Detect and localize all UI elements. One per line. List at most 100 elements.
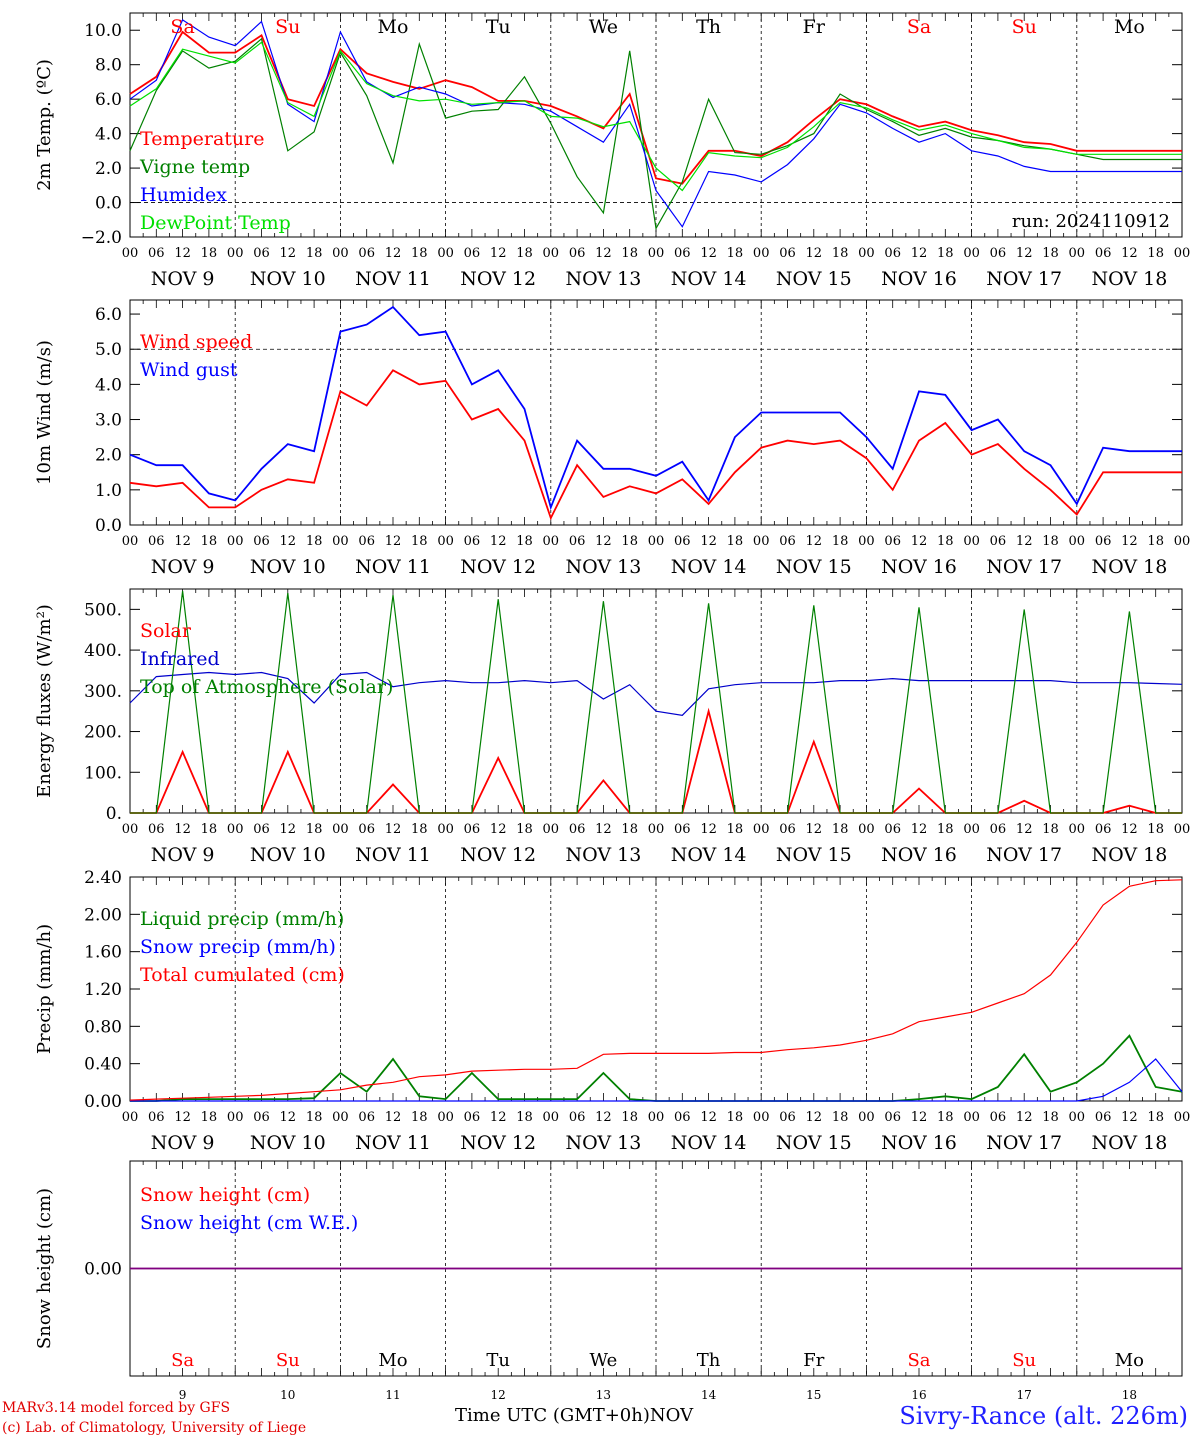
hour-tick-label: 12: [806, 1110, 823, 1125]
hour-tick-label: 12: [595, 534, 612, 549]
hour-tick-label: 00: [437, 534, 454, 549]
hour-tick-label: 12: [1016, 1110, 1033, 1125]
hour-tick-label: 00: [437, 1110, 454, 1125]
hour-tick-label: 18: [411, 822, 428, 837]
series-line: [130, 707, 1182, 814]
hour-tick-label: 12: [595, 1110, 612, 1125]
y-tick-label: 0.00: [84, 1092, 122, 1112]
hour-tick-label: 12: [385, 246, 402, 261]
hour-tick-label: 06: [990, 1110, 1007, 1125]
hour-tick-label: 18: [201, 534, 218, 549]
hour-tick-label: 06: [253, 534, 270, 549]
date-label: NOV 9: [151, 844, 215, 866]
y-tick-label: 4.0: [95, 375, 122, 395]
date-label: NOV 14: [671, 844, 747, 866]
hour-tick-label: 06: [990, 246, 1007, 261]
weekday-label: Su: [1012, 16, 1037, 38]
hour-tick-label: 06: [358, 1110, 375, 1125]
date-label: NOV 18: [1091, 268, 1167, 290]
time-axis-title: Time UTC (GMT+0h)NOV: [455, 1405, 693, 1426]
hour-tick-label: 18: [1042, 1110, 1059, 1125]
y-axis-label: 2m Temp. (ºC): [34, 59, 55, 191]
hour-tick-label: 12: [490, 822, 507, 837]
y-tick-label: 0.40: [84, 1055, 122, 1075]
hour-tick-label: 12: [385, 822, 402, 837]
hour-tick-label: 06: [569, 1110, 586, 1125]
date-label: NOV 10: [250, 556, 326, 578]
y-tick-label: 0.0: [95, 516, 122, 536]
date-label: NOV 16: [881, 268, 957, 290]
y-tick-label: 300.: [84, 682, 122, 702]
date-label: NOV 12: [460, 556, 536, 578]
hour-tick-label: 18: [832, 246, 849, 261]
hour-tick-label: 06: [779, 534, 796, 549]
date-label: NOV 17: [986, 1132, 1062, 1154]
hour-tick-label: 18: [1147, 534, 1164, 549]
hour-tick-label: 06: [1095, 534, 1112, 549]
day-number-label: 14: [701, 1388, 717, 1402]
hour-tick-label: 18: [832, 1110, 849, 1125]
weekday-label: Th: [696, 16, 721, 38]
hour-tick-label: 12: [174, 534, 191, 549]
hour-tick-label: 00: [858, 534, 875, 549]
hour-tick-label: 06: [779, 246, 796, 261]
hour-tick-label: 00: [1174, 246, 1191, 261]
hour-tick-label: 12: [174, 822, 191, 837]
hour-tick-label: 12: [806, 534, 823, 549]
hour-tick-label: 18: [832, 822, 849, 837]
date-label: NOV 11: [355, 1132, 431, 1154]
y-tick-label: 2.00: [84, 905, 122, 925]
hour-tick-label: 06: [358, 534, 375, 549]
hour-tick-label: 00: [122, 246, 139, 261]
hour-tick-label: 18: [306, 1110, 323, 1125]
day-number-label: 10: [280, 1388, 295, 1402]
hour-tick-label: 00: [227, 1110, 244, 1125]
series-line: [129, 879, 1183, 1101]
y-tick-label: 1.60: [84, 943, 122, 963]
weekday-label: Sa: [170, 16, 194, 38]
hour-tick-label: 06: [779, 1110, 796, 1125]
date-label: NOV 15: [776, 844, 852, 866]
day-number-label: 13: [596, 1388, 611, 1402]
hour-tick-label: 00: [1174, 1110, 1191, 1125]
hour-tick-label: 00: [1174, 822, 1191, 837]
y-tick-label: 100.: [84, 763, 122, 783]
date-label: NOV 11: [355, 556, 431, 578]
day-number-label: 9: [179, 1388, 187, 1402]
date-label: NOV 16: [881, 1132, 957, 1154]
date-label: NOV 14: [671, 268, 747, 290]
hour-tick-label: 12: [280, 246, 297, 261]
legend-entry: Snow precip (mm/h): [140, 936, 336, 958]
hour-tick-label: 00: [332, 1110, 349, 1125]
y-tick-label: 1.0: [95, 481, 122, 501]
hour-tick-label: 00: [437, 822, 454, 837]
series-line: [129, 305, 1182, 511]
weekday-label: Th: [697, 1350, 721, 1371]
hour-tick-label: 06: [148, 1110, 165, 1125]
date-label: NOV 12: [460, 1132, 536, 1154]
hour-tick-label: 18: [621, 822, 638, 837]
hour-tick-label: 06: [884, 534, 901, 549]
hour-tick-label: 18: [516, 246, 533, 261]
hour-tick-label: 00: [332, 246, 349, 261]
hour-tick-label: 06: [674, 1110, 691, 1125]
hour-tick-label: 00: [963, 246, 980, 261]
hour-tick-label: 06: [569, 822, 586, 837]
date-label: NOV 11: [355, 844, 431, 866]
y-tick-label: 0.80: [84, 1017, 122, 1037]
legend-entry: Vigne temp: [139, 156, 250, 178]
hour-tick-label: 18: [621, 534, 638, 549]
y-tick-label: 3.0: [95, 411, 122, 431]
hour-tick-label: 12: [700, 822, 717, 837]
legend-entry: Top of Atmosphere (Solar): [140, 676, 393, 698]
hour-tick-label: 18: [306, 246, 323, 261]
series-line: [129, 19, 1182, 228]
hour-tick-label: 12: [1016, 534, 1033, 549]
hour-tick-label: 18: [621, 1110, 638, 1125]
legend-entry: Snow height (cm): [140, 1184, 310, 1206]
hour-tick-label: 00: [543, 246, 560, 261]
hour-tick-label: 06: [884, 246, 901, 261]
hour-tick-label: 18: [727, 246, 744, 261]
weekday-label: Su: [1012, 1350, 1036, 1371]
